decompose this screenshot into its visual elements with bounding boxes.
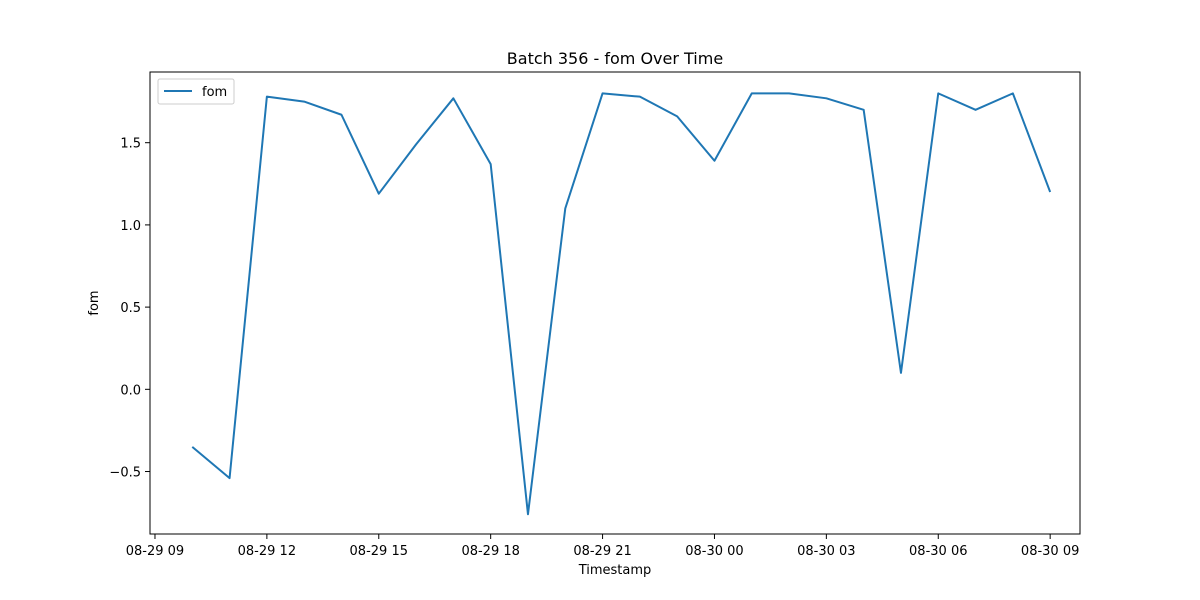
legend-entry-fom: fom (202, 85, 227, 100)
y-tick-label: 1.5 (120, 137, 141, 152)
y-tick-label: 0.5 (120, 301, 141, 316)
legend-box (157, 78, 235, 105)
x-axis-ticks: 08-29 09 08-29 12 08-29 15 08-29 18 08-29 21… (126, 534, 1079, 559)
x-tick-label: 08-29 09 (126, 544, 184, 559)
series-line-fom (191, 92, 1052, 516)
x-tick-label: 08-29 12 (238, 544, 296, 559)
x-axis-label: Timestamp (578, 563, 652, 578)
y-tick-label: 1.0 (120, 219, 141, 234)
x-tick-label: 08-30 09 (1021, 544, 1079, 559)
plot-area (149, 71, 1081, 535)
x-tick-label: 08-30 00 (685, 544, 743, 559)
legend: fom (157, 78, 235, 105)
y-axis-ticks: −0.5 0.0 0.5 1.0 1.5 (109, 137, 150, 481)
y-axis-label: fom (87, 290, 102, 315)
x-tick-label: 08-29 15 (350, 544, 408, 559)
y-tick-label: −0.5 (109, 466, 141, 481)
plot-frame (149, 71, 1081, 535)
x-tick-label: 08-30 03 (797, 544, 855, 559)
y-tick-label: 0.0 (120, 383, 141, 398)
x-tick-label: 08-30 06 (909, 544, 967, 559)
x-tick-label: 08-29 21 (573, 544, 631, 559)
chart-title: Batch 356 - fom Over Time (507, 49, 723, 68)
x-tick-label: 08-29 18 (461, 544, 519, 559)
